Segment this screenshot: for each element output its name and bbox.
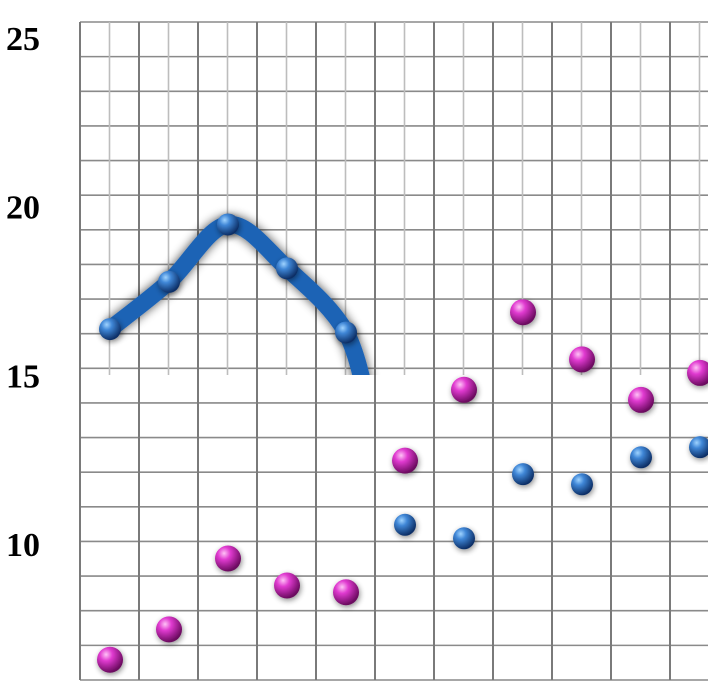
series-2-point	[569, 346, 595, 373]
series-1-point	[512, 463, 534, 486]
series-1-point	[335, 321, 357, 344]
y-axis-ticks: 10 15 20 25	[6, 21, 40, 564]
series-2-point	[156, 616, 182, 643]
series-1-point	[217, 213, 239, 236]
series-2-point	[333, 579, 359, 606]
grid	[79, 21, 708, 681]
series-1-point	[689, 436, 708, 459]
y-tick-label: 20	[6, 190, 40, 227]
series-1-point	[158, 270, 180, 293]
series-1-point	[99, 318, 121, 341]
series-2-point	[392, 447, 418, 474]
series-1-point	[571, 473, 593, 496]
series-2-point	[451, 376, 477, 403]
series-1-line	[104, 215, 370, 375]
y-tick-label: 10	[6, 527, 40, 564]
y-tick-label: 15	[6, 358, 40, 395]
series-2-point	[97, 646, 123, 673]
series-line	[104, 215, 370, 375]
series-2-point	[215, 545, 241, 572]
series-2-point	[628, 386, 654, 413]
y-tick-label: 25	[6, 21, 40, 58]
series-2-point	[510, 299, 536, 326]
series-1-point	[630, 446, 652, 469]
series-2-point	[687, 359, 708, 386]
series-2-point	[274, 572, 300, 599]
data-points	[97, 213, 708, 673]
series-1-point	[394, 513, 416, 536]
series-1-point	[276, 257, 298, 280]
series-1-point	[453, 527, 475, 550]
